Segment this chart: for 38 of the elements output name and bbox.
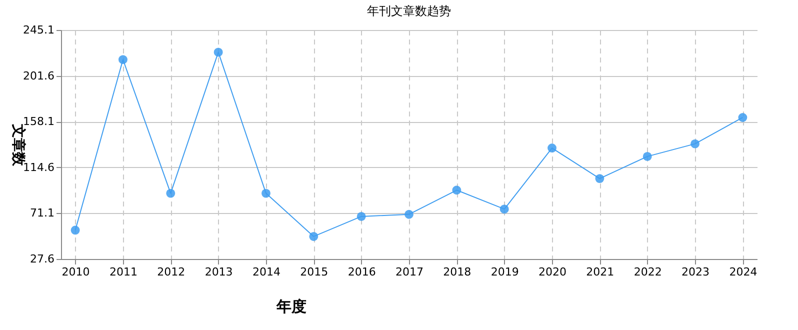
x-tick-label: 2024 xyxy=(729,266,758,278)
point xyxy=(690,139,700,148)
x-tick-label: 2016 xyxy=(348,266,376,278)
point xyxy=(642,152,652,161)
x-tick-label: 2017 xyxy=(396,266,424,278)
x-tick-label: 2021 xyxy=(586,266,614,278)
x-tick-label: 2018 xyxy=(443,266,472,278)
y-tick-label: 71.1 xyxy=(30,206,54,220)
point xyxy=(595,174,604,184)
point xyxy=(309,232,318,241)
chart-title: 年刊文章数趋势 xyxy=(367,4,451,18)
y-tick-label: 114.6 xyxy=(23,160,54,174)
x-axis-title: 年度 xyxy=(276,298,306,316)
y-tick-label: 201.6 xyxy=(23,69,54,82)
point xyxy=(118,55,128,64)
x-tick-label: 2015 xyxy=(300,266,328,278)
y-tick-label: 27.6 xyxy=(30,252,54,266)
y-tick-label: 158.1 xyxy=(23,115,54,128)
point xyxy=(500,204,509,214)
x-tick-label: 2023 xyxy=(682,266,710,278)
point xyxy=(166,188,176,198)
point xyxy=(262,188,270,198)
y-tick-label: 245.1 xyxy=(23,24,54,36)
x-tick-label: 2010 xyxy=(62,266,90,278)
x-tick-label: 2011 xyxy=(109,266,138,278)
x-tick-label: 2022 xyxy=(634,266,662,278)
point xyxy=(452,186,462,195)
point xyxy=(404,210,414,219)
point xyxy=(214,48,223,57)
point xyxy=(70,226,80,235)
point xyxy=(356,212,366,221)
point xyxy=(738,113,748,122)
point xyxy=(548,144,556,152)
x-tick-label: 2019 xyxy=(490,266,519,278)
x-tick-label: 2020 xyxy=(538,266,567,278)
x-tick-label: 2014 xyxy=(252,266,280,278)
x-tick-label: 2012 xyxy=(157,266,186,278)
x-tick-label: 2013 xyxy=(204,266,233,278)
